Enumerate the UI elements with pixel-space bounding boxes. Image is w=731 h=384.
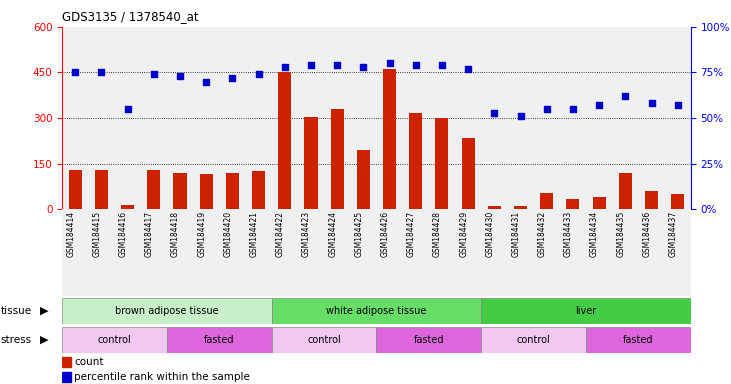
Bar [173, 173, 186, 209]
Point [253, 71, 265, 78]
Bar [488, 206, 501, 209]
Point [96, 70, 107, 76]
Bar [481, 298, 691, 324]
Point [174, 73, 186, 79]
Bar [376, 327, 481, 353]
Point [227, 75, 238, 81]
Point [541, 106, 553, 112]
Bar [62, 298, 272, 324]
Point [305, 62, 317, 68]
Text: GSM184424: GSM184424 [328, 211, 337, 257]
Text: GSM184436: GSM184436 [643, 211, 651, 257]
Point [619, 93, 631, 99]
Bar [95, 170, 108, 209]
Text: count: count [75, 358, 104, 367]
Point [515, 113, 526, 119]
Bar [167, 327, 272, 353]
Bar [200, 174, 213, 209]
Bar [436, 118, 449, 209]
Bar [618, 173, 632, 209]
Bar [252, 171, 265, 209]
Text: brown adipose tissue: brown adipose tissue [115, 306, 219, 316]
Text: GSM184422: GSM184422 [276, 211, 285, 257]
Text: GSM184427: GSM184427 [406, 211, 416, 257]
Bar [357, 150, 370, 209]
Bar [62, 357, 71, 367]
Bar [461, 138, 474, 209]
Text: ▶: ▶ [39, 335, 48, 345]
Bar [514, 206, 527, 209]
Text: white adipose tissue: white adipose tissue [326, 306, 427, 316]
Text: GSM184425: GSM184425 [355, 211, 363, 257]
Bar [304, 117, 317, 209]
Bar [62, 372, 71, 382]
Text: GSM184432: GSM184432 [538, 211, 547, 257]
Point [410, 62, 422, 68]
Point [384, 60, 395, 66]
Text: GSM184421: GSM184421 [249, 211, 259, 257]
Text: tissue: tissue [1, 306, 32, 316]
Bar [671, 194, 684, 209]
Point [279, 64, 291, 70]
Bar [593, 197, 606, 209]
Text: GSM184414: GSM184414 [67, 211, 75, 257]
Point [331, 62, 343, 68]
Text: GSM184416: GSM184416 [118, 211, 128, 257]
Point [148, 71, 159, 78]
Point [462, 66, 474, 72]
Text: GSM184430: GSM184430 [485, 211, 494, 257]
Text: control: control [98, 335, 132, 345]
Bar [330, 109, 344, 209]
Text: GSM184418: GSM184418 [171, 211, 180, 257]
Point [436, 62, 448, 68]
Bar [226, 174, 239, 209]
Text: percentile rank within the sample: percentile rank within the sample [75, 372, 250, 382]
Text: GSM184429: GSM184429 [459, 211, 468, 257]
Text: fasted: fasted [414, 335, 444, 345]
Point [645, 101, 657, 107]
Point [69, 70, 81, 76]
Point [594, 102, 605, 108]
Text: GSM184426: GSM184426 [381, 211, 390, 257]
Text: GSM184433: GSM184433 [564, 211, 573, 257]
Text: GDS3135 / 1378540_at: GDS3135 / 1378540_at [62, 10, 199, 23]
Text: GSM184435: GSM184435 [616, 211, 625, 257]
Bar [272, 327, 376, 353]
Bar [567, 199, 580, 209]
Text: control: control [307, 335, 341, 345]
Text: GSM184419: GSM184419 [197, 211, 206, 257]
Bar [121, 205, 135, 209]
Bar [69, 170, 82, 209]
Bar [279, 73, 292, 209]
Bar [409, 113, 423, 209]
Text: liver: liver [575, 306, 596, 316]
Point [122, 106, 134, 112]
Bar [272, 298, 481, 324]
Point [567, 106, 579, 112]
Text: GSM184431: GSM184431 [512, 211, 520, 257]
Text: control: control [517, 335, 550, 345]
Text: GSM184420: GSM184420 [224, 211, 232, 257]
Text: GSM184423: GSM184423 [302, 211, 311, 257]
Point [672, 102, 683, 108]
Bar [481, 327, 586, 353]
Text: GSM184415: GSM184415 [92, 211, 102, 257]
Point [357, 64, 369, 70]
Point [488, 109, 500, 116]
Text: GSM184417: GSM184417 [145, 211, 154, 257]
Text: ▶: ▶ [39, 306, 48, 316]
Bar [586, 327, 691, 353]
Text: fasted: fasted [623, 335, 654, 345]
Text: GSM184437: GSM184437 [669, 211, 678, 257]
Bar [62, 327, 167, 353]
Bar [540, 192, 553, 209]
Bar [645, 191, 658, 209]
Bar [147, 170, 160, 209]
Bar [383, 70, 396, 209]
Text: stress: stress [1, 335, 32, 345]
Text: GSM184434: GSM184434 [590, 211, 599, 257]
Text: GSM184428: GSM184428 [433, 211, 442, 257]
Text: fasted: fasted [204, 335, 235, 345]
Point [200, 78, 212, 84]
